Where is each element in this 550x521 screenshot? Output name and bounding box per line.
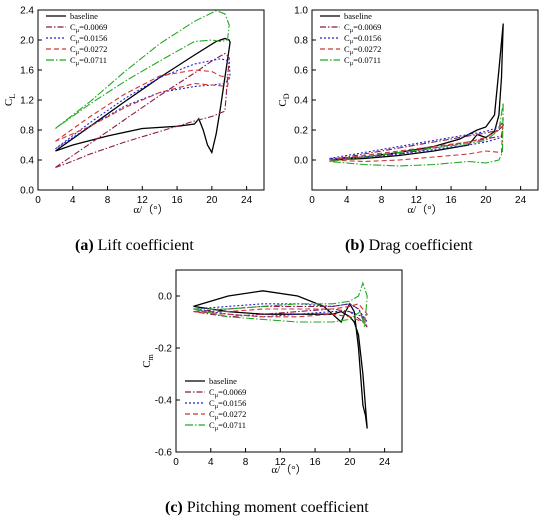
lift-y-tick-label: 2.0 [20, 36, 34, 47]
moment-caption: (c) Pitching moment coefficient [165, 499, 369, 516]
lift-legend: baselineCμ=0.0069Cμ=0.0156Cμ=0.0272Cμ=0.… [46, 11, 107, 67]
drag-series-baseline [329, 23, 504, 161]
lift-caption: (a) Lift coefficient [75, 237, 194, 254]
drag-y-tick-label: 0.0 [294, 156, 308, 167]
lift-series-cu0272 [55, 69, 230, 142]
moment-legend-label-cu0711: Cμ=0.0711 [209, 420, 246, 432]
moment-chart: 0 4 8 12 16 20 24 -0.6 -0.4 -0.2 0.0 α/（°） Cm baselin… [141, 269, 403, 516]
moment-series-cu0711 [193, 281, 368, 328]
lift-y-tick-label: 1.2 [20, 96, 34, 107]
moment-legend-label-cu0069: Cμ=0.0069 [209, 387, 246, 399]
lift-x-tick-label: 12 [137, 195, 149, 206]
lift-y-tick-label: 0.8 [20, 126, 34, 137]
moment-x-axis-title: α/（°） [271, 463, 306, 476]
moment-x-tick-label: 16 [310, 457, 322, 468]
lift-x-tick-label: 24 [241, 195, 253, 206]
drag-x-tick-label: 0 [309, 195, 315, 206]
moment-legend: baselineCμ=0.0069Cμ=0.0156Cμ=0.0272Cμ=0.… [185, 376, 246, 432]
lift-legend-label-cu0069: Cμ=0.0069 [70, 22, 107, 34]
drag-y-axis-title: CD [277, 93, 291, 106]
moment-legend-label-baseline: baseline [209, 376, 237, 386]
lift-legend-label-cu0156: Cμ=0.0156 [70, 33, 107, 45]
moment-y-tick-label: -0.6 [155, 448, 173, 459]
lift-x-tick-label: 4 [70, 195, 76, 206]
drag-legend-label-baseline: baseline [344, 11, 372, 21]
drag-legend-label-cu0272: Cμ=0.0272 [344, 44, 381, 56]
drag-x-tick-label: 12 [411, 195, 423, 206]
drag-x-tick-label: 16 [446, 195, 458, 206]
drag-x-tick-label: 24 [515, 195, 527, 206]
lift-x-axis-title: α/（°） [133, 203, 168, 216]
moment-plot-frame [175, 269, 403, 453]
moment-y-tick-label: 0.0 [158, 292, 172, 303]
moment-y-axis-title: Cm [141, 353, 155, 367]
lift-legend-label-baseline: baseline [70, 11, 98, 21]
drag-legend-label-cu0156: Cμ=0.0156 [344, 33, 381, 45]
lift-x-tick-label: 20 [206, 195, 218, 206]
drag-y-tick-label: 0.4 [294, 96, 308, 107]
drag-caption: (b) Drag coefficient [345, 237, 473, 254]
drag-y-tick-label: 0.6 [294, 66, 308, 77]
lift-legend-label-cu0272: Cμ=0.0272 [70, 44, 107, 56]
moment-y-tick-label: -0.4 [155, 396, 173, 407]
moment-x-tick-label: 0 [173, 457, 179, 468]
lift-y-tick-label: 1.6 [20, 66, 34, 77]
lift-x-tick-label: 16 [172, 195, 184, 206]
moment-legend-label-cu0272: Cμ=0.0272 [209, 409, 246, 421]
lift-series-cu0069 [55, 52, 230, 169]
lift-y-axis-title: CL [3, 94, 17, 106]
moment-series-cu0272 [193, 303, 368, 323]
drag-y-tick-label: 0.8 [294, 36, 308, 47]
lift-series-cu0156 [55, 58, 231, 150]
lift-chart: 0 4 8 12 16 20 24 0.0 0.4 0.8 1.2 1.6 2.0 2.4 α/（°） CL b… [3, 6, 265, 254]
drag-y-tick-label: 1.0 [294, 6, 308, 17]
moment-x-tick-label: 12 [275, 457, 287, 468]
lift-x-tick-label: 8 [105, 195, 111, 206]
lift-y-tick-label: 2.4 [20, 6, 34, 17]
drag-x-tick-label: 4 [344, 195, 350, 206]
drag-y-tick-label: 0.2 [294, 126, 308, 137]
lift-legend-label-cu0711: Cμ=0.0711 [70, 55, 107, 67]
lift-y-tick-label: 0.4 [20, 156, 34, 167]
drag-series-cu0711 [329, 102, 504, 167]
moment-series-cu0069 [193, 303, 368, 328]
drag-legend: baselineCμ=0.0069Cμ=0.0156Cμ=0.0272Cμ=0.… [320, 11, 381, 67]
moment-x-tick-label: 4 [208, 457, 214, 468]
drag-x-tick-label: 20 [480, 195, 492, 206]
lift-x-tick-label: 0 [35, 195, 41, 206]
moment-legend-label-cu0156: Cμ=0.0156 [209, 398, 246, 410]
moment-x-tick-label: 20 [344, 457, 356, 468]
lift-y-tick-label: 0.0 [20, 186, 34, 197]
moment-x-tick-label: 8 [243, 457, 249, 468]
moment-y-tick-label: -0.2 [155, 344, 173, 355]
drag-chart: 0 4 8 12 16 20 24 0.0 0.2 0.4 0.6 0.8 1.0 α/（°） CD base… [277, 6, 539, 254]
moment-series-cu0156 [193, 303, 368, 323]
lift-series-baseline [55, 37, 231, 155]
moment-x-tick-label: 24 [379, 457, 391, 468]
drag-x-axis-title: α/（°） [407, 203, 442, 216]
drag-x-tick-label: 8 [379, 195, 385, 206]
lift-series-cu0711 [55, 10, 230, 129]
drag-legend-label-cu0711: Cμ=0.0711 [344, 55, 381, 67]
drag-legend-label-cu0069: Cμ=0.0069 [344, 22, 381, 34]
